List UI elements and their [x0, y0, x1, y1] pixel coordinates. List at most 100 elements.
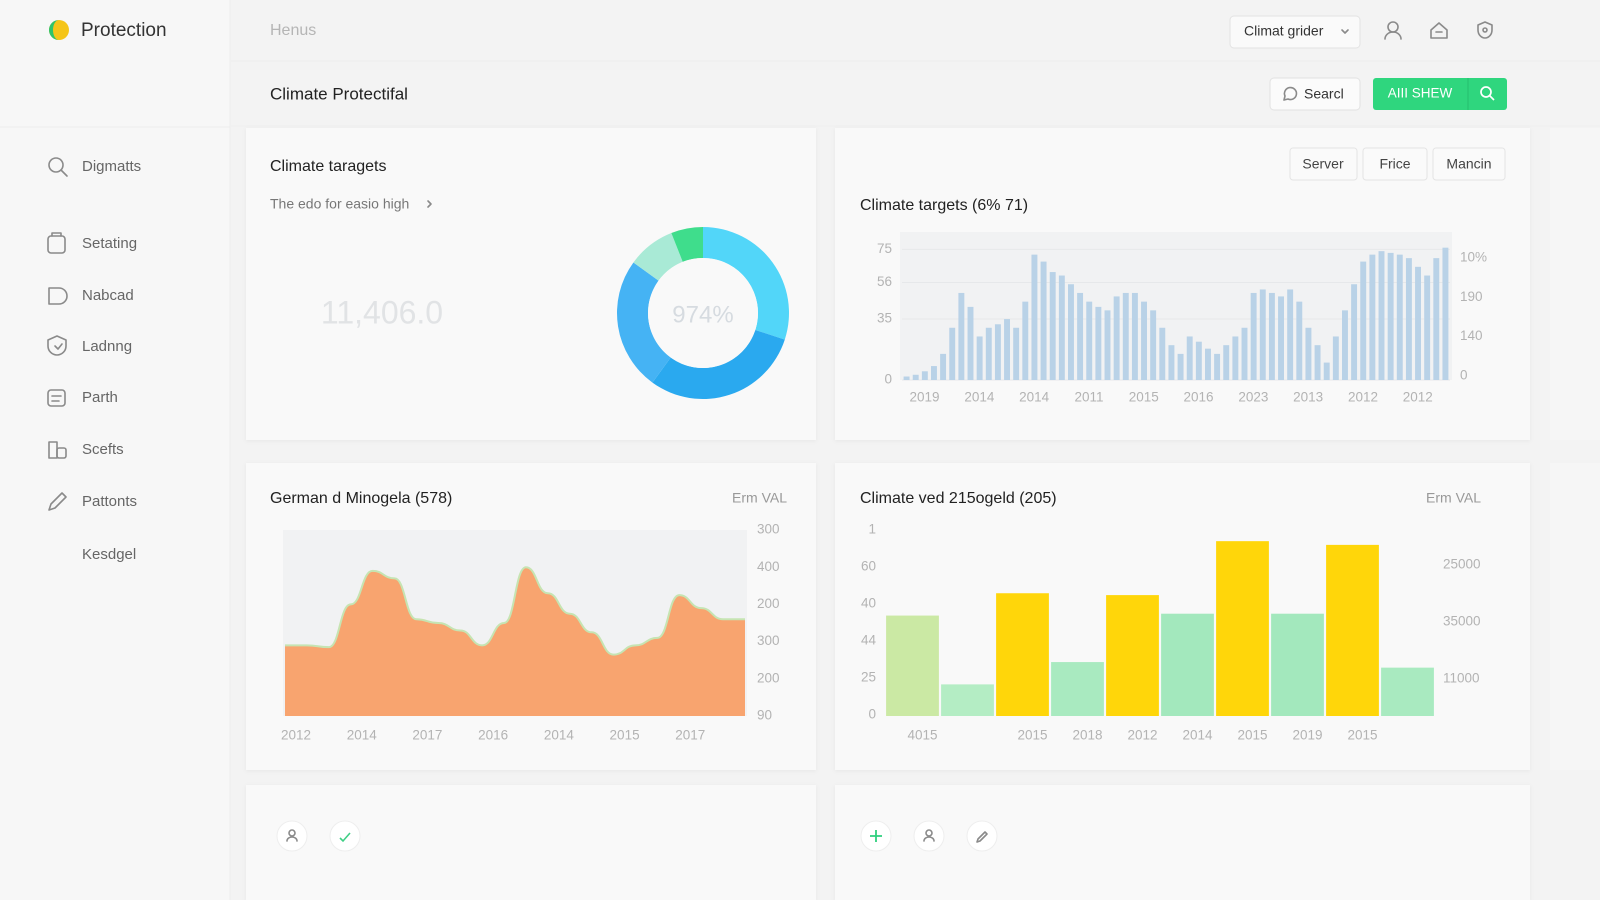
big-number: 11,406.0	[321, 294, 443, 330]
bar	[1168, 345, 1175, 380]
bar	[1031, 254, 1038, 380]
home-icon[interactable]	[1430, 22, 1448, 39]
menu-item[interactable]: Parth	[82, 389, 118, 406]
action-button[interactable]	[1373, 78, 1507, 110]
bar	[1381, 667, 1434, 716]
search-label[interactable]: Searcl	[1304, 86, 1344, 102]
bar	[1186, 336, 1193, 380]
search-icon[interactable]	[1480, 86, 1495, 101]
icon-button[interactable]	[913, 820, 945, 852]
bar	[1086, 301, 1093, 380]
axis-label: 25	[861, 670, 876, 685]
x-tick-label: 2013	[1293, 390, 1323, 405]
filter-button[interactable]	[1432, 147, 1506, 181]
bar	[1159, 327, 1166, 380]
filter-button[interactable]	[1362, 147, 1428, 181]
menu-item[interactable]: Pattonts	[82, 493, 137, 510]
bar	[1104, 310, 1111, 380]
panel	[835, 785, 1530, 900]
bar	[1341, 310, 1348, 380]
action-label[interactable]: AIII SHEW	[1388, 86, 1453, 101]
bar	[1216, 541, 1269, 716]
x-tick-label: 2019	[1292, 728, 1322, 743]
bar	[1396, 254, 1403, 380]
y-tick-label: 35	[877, 311, 892, 326]
x-tick-label: 2015	[1129, 390, 1159, 405]
bar	[1077, 292, 1084, 380]
axis-label: 400	[757, 559, 780, 574]
bar	[1296, 301, 1303, 380]
menu-item[interactable]: Setating	[82, 235, 137, 252]
bar	[1223, 345, 1230, 380]
search-button[interactable]	[1269, 77, 1361, 111]
donut-segment	[671, 227, 703, 262]
x-tick-label: 4015	[907, 728, 937, 743]
filter-label[interactable]: Frice	[1379, 156, 1410, 172]
x-tick-label: 2012	[1348, 390, 1378, 405]
icon-button[interactable]	[276, 820, 308, 852]
bar	[1013, 327, 1020, 380]
area	[285, 567, 745, 716]
chart-title: Climate targets (6% 71)	[860, 197, 1028, 214]
filter-button[interactable]	[1289, 147, 1358, 181]
bar	[1415, 266, 1422, 380]
user-icon[interactable]	[1384, 21, 1402, 40]
icon-button[interactable]	[860, 820, 892, 852]
menu-item[interactable]: Kesdgel	[82, 546, 136, 563]
bar	[1378, 251, 1385, 380]
page-title: Climate Protectifal	[270, 84, 408, 103]
bar	[1058, 275, 1065, 380]
center-label: 974%	[672, 301, 733, 328]
menu-icon	[47, 232, 66, 254]
axis-label: 44	[861, 633, 877, 648]
bar	[1022, 301, 1029, 380]
bar	[949, 327, 956, 380]
axis-label: 200	[757, 670, 780, 685]
filter-label[interactable]: Mancin	[1446, 156, 1491, 172]
bar	[1326, 544, 1379, 716]
x-tick-label: 2015	[1347, 728, 1377, 743]
x-tick-label: 2012	[1403, 390, 1433, 405]
bar	[1177, 353, 1184, 380]
filter-label[interactable]: Server	[1302, 156, 1344, 172]
menu-icon	[47, 335, 67, 356]
bar	[1369, 254, 1376, 380]
bar	[1067, 284, 1074, 380]
bar	[958, 292, 965, 380]
axis-label: 25000	[1443, 557, 1481, 572]
x-tick-label: 2014	[964, 390, 995, 405]
axis-label: 40	[861, 596, 876, 611]
breadcrumb: Henus	[270, 22, 316, 39]
bar	[1122, 292, 1129, 380]
menu-item[interactable]: Nabcad	[82, 287, 134, 304]
x-tick-label: 2011	[1074, 390, 1103, 405]
x-tick-label: 2017	[675, 728, 705, 743]
bar	[1332, 336, 1339, 380]
donut-segment	[652, 329, 785, 399]
shield-icon[interactable]	[1477, 21, 1493, 39]
x-tick-label: 2014	[544, 728, 575, 743]
bar	[1106, 595, 1159, 716]
donut-segment	[616, 262, 671, 383]
x-tick-label: 2015	[1237, 728, 1267, 743]
menu-icon	[48, 287, 68, 305]
bar	[1241, 327, 1248, 380]
bar	[1095, 306, 1102, 380]
axis-label: 200	[757, 596, 780, 611]
bar	[1387, 252, 1394, 380]
menu-item[interactable]: Digmatts	[82, 158, 141, 175]
icon-button[interactable]	[329, 820, 361, 852]
menu-item[interactable]: Ladnng	[82, 338, 132, 355]
dropdown-label[interactable]: Climat grider	[1244, 23, 1324, 39]
icon-button[interactable]	[966, 820, 998, 852]
menu-item[interactable]: Scefts	[82, 441, 124, 458]
bar	[994, 324, 1001, 380]
axis-label: 140	[1460, 328, 1483, 343]
x-tick-label: 2017	[412, 728, 442, 743]
dropdown[interactable]	[1229, 15, 1361, 49]
x-tick-label: 2016	[1184, 390, 1214, 405]
bar	[1323, 362, 1330, 380]
y-tick-label: 56	[877, 274, 892, 289]
